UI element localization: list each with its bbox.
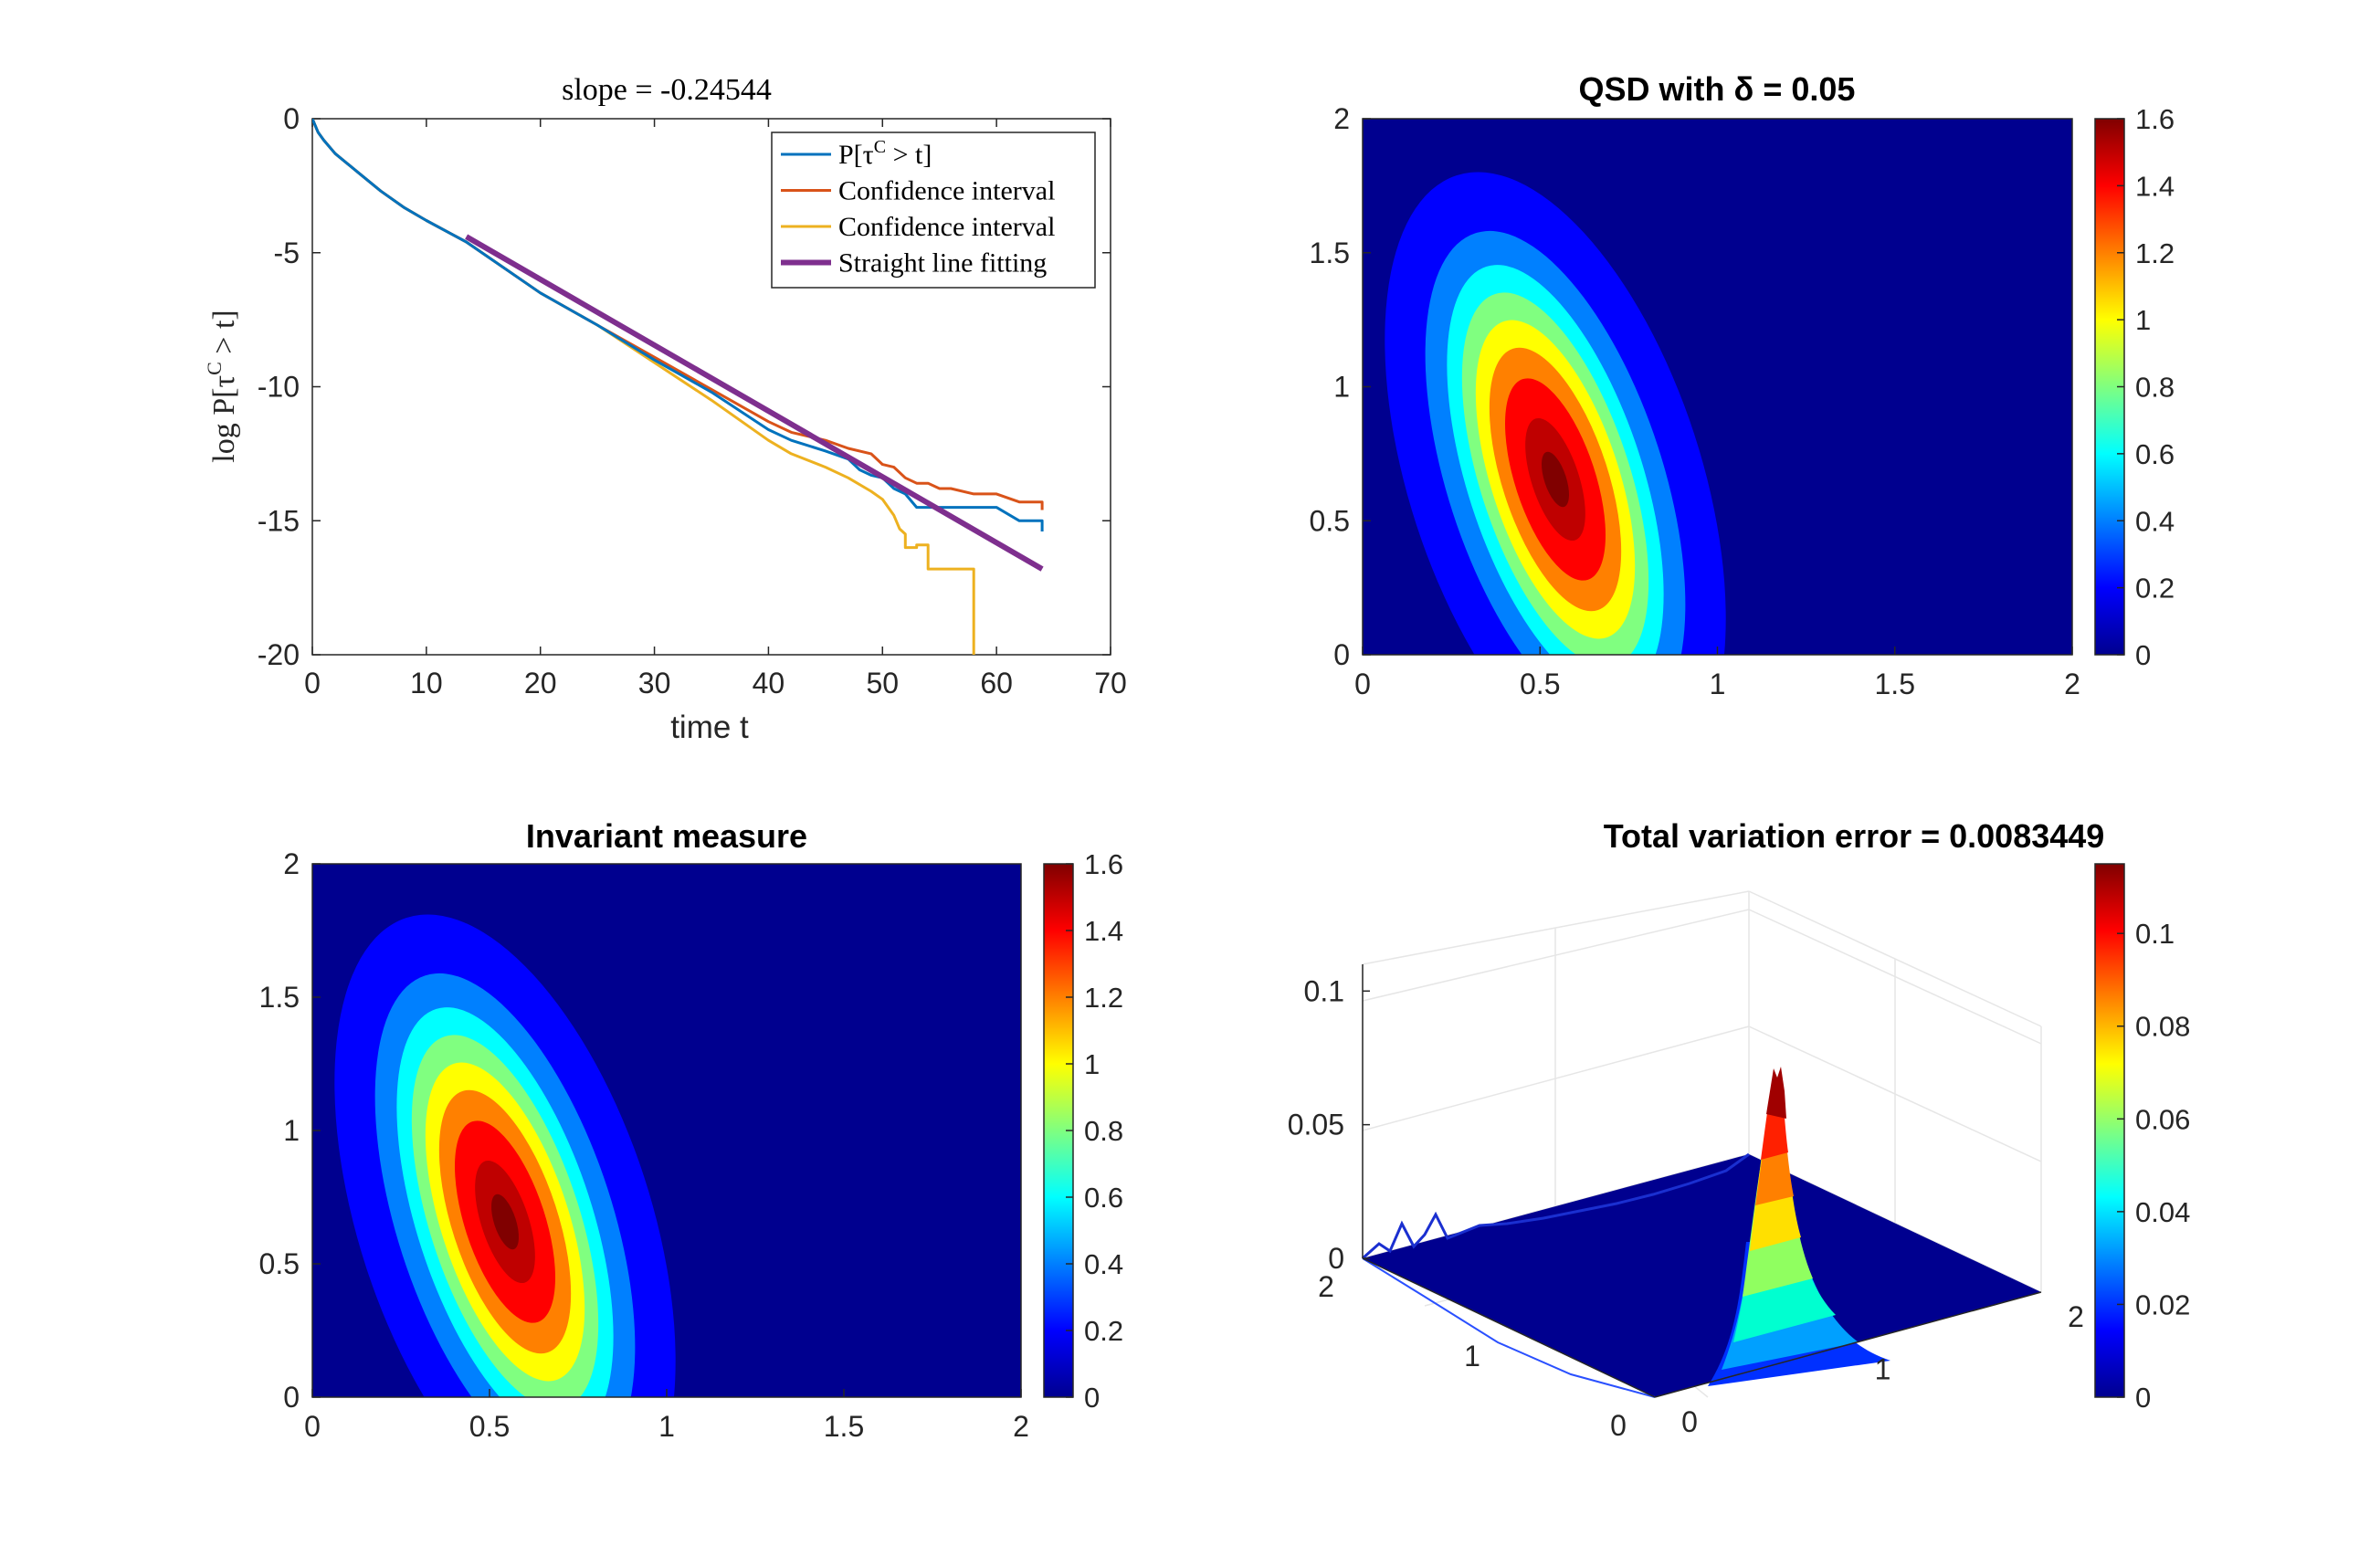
heatmap-xtick-label: 2 xyxy=(1013,1410,1029,1443)
colorbar-tick-label: 0.08 xyxy=(2135,1011,2190,1043)
colorbar-tick-label: 0.4 xyxy=(2135,505,2175,537)
tv-error-surface-panel: Total variation error = 0.0083449 xyxy=(1288,817,2191,1442)
colorbar-tick-label: 0.2 xyxy=(2135,573,2175,605)
line-xtick-label: 70 xyxy=(1094,667,1127,699)
surface-ztick-label: 0.1 xyxy=(1304,974,1344,1007)
heatmap-xtick-label: 1.5 xyxy=(1875,668,1915,700)
legend-label: P[τC > t] xyxy=(838,137,932,170)
legend-label: Straight line fitting xyxy=(838,248,1047,279)
colorbar-tick-label: 0.2 xyxy=(1084,1315,1123,1347)
invariant-colorbar: 0 0.2 0.4 0.6 0.8 1 1.2 1.4 1.6 xyxy=(1043,848,1123,1414)
surface-error-peak xyxy=(1708,1067,1890,1386)
line-ytick-label: -10 xyxy=(258,371,300,404)
qsd-density-blob xyxy=(1385,172,1726,655)
colorbar-tick-label: 0.02 xyxy=(2135,1288,2190,1320)
surface-ztick-label: 0.05 xyxy=(1288,1109,1344,1141)
series-line-1 xyxy=(312,119,1044,531)
surface-ytick-label: 1 xyxy=(1464,1340,1480,1372)
colorbar-tick-label: 1.6 xyxy=(2135,103,2175,135)
qsd-colorbar: 0 0.2 0.4 0.6 0.8 1 1.2 1.4 1.6 xyxy=(2094,103,2175,671)
colorbar-tick-label: 1 xyxy=(1084,1048,1100,1080)
heatmap-ytick-label: 2 xyxy=(1333,102,1350,135)
survival-line-chart: slope = -0.24544 0 10 20 30 40 50 60 70 0 -5 -10 -… xyxy=(203,73,1127,745)
heatmap-xtick-label: 2 xyxy=(2064,668,2080,700)
heatmap-ytick-label: 1.5 xyxy=(1310,237,1350,269)
colorbar-tick-label: 1.6 xyxy=(1084,848,1123,880)
surface-title: Total variation error = 0.0083449 xyxy=(1604,817,2105,855)
heatmap-ytick-label: 0.5 xyxy=(1310,504,1350,537)
heatmap-ytick-label: 0.5 xyxy=(259,1247,300,1280)
surface-ytick-label: 0 xyxy=(1610,1409,1627,1442)
surface-ztick-label: 0 xyxy=(1328,1242,1344,1275)
heatmap-xtick-label: 0 xyxy=(1354,668,1371,700)
surface-noise-edge xyxy=(1362,1152,1750,1260)
line-xtick-label: 30 xyxy=(638,667,671,699)
line-xtick-label: 20 xyxy=(524,667,557,699)
colorbar-tick-label: 0.04 xyxy=(2135,1196,2190,1228)
legend-label: Confidence interval xyxy=(838,176,1055,206)
surface-xtick-label: 2 xyxy=(2068,1300,2084,1333)
invariant-density-blob xyxy=(334,914,676,1397)
colorbar-tick-label: 0.8 xyxy=(2135,372,2175,404)
qsd-heatmap-panel: QSD with δ = 0.05 0 0.5 1 1.5 2 0 0.5 1 1.5 2 0 0.… xyxy=(1310,70,2175,700)
line-xtick-label: 10 xyxy=(410,667,443,699)
surface-floor xyxy=(1363,1154,2041,1397)
line-chart-title: slope = -0.24544 xyxy=(562,73,772,107)
heatmap-xtick-label: 1.5 xyxy=(824,1410,864,1443)
surface-ytick-label: 2 xyxy=(1318,1270,1334,1303)
colorbar-tick-label: 0.8 xyxy=(1084,1115,1123,1147)
line-ytick-label: -20 xyxy=(258,638,300,671)
invariant-title: Invariant measure xyxy=(526,817,807,855)
line-ytick-label: -5 xyxy=(274,237,300,269)
legend-label: Confidence interval xyxy=(838,212,1055,242)
colorbar-tick-label: 0.6 xyxy=(2135,438,2175,470)
line-ytick-label: 0 xyxy=(283,102,300,135)
heatmap-ytick-label: 2 xyxy=(283,847,300,880)
heatmap-xtick-label: 1 xyxy=(658,1410,675,1443)
line-chart-xlabel: time t xyxy=(670,710,749,745)
line-xtick-label: 40 xyxy=(753,667,785,699)
colorbar-tick-label: 0.6 xyxy=(1084,1182,1123,1214)
heatmap-ytick-label: 0 xyxy=(283,1381,300,1414)
colorbar-tick-label: 1.4 xyxy=(1084,915,1123,947)
heatmap-xtick-label: 0.5 xyxy=(469,1410,510,1443)
qsd-title: QSD with δ = 0.05 xyxy=(1579,70,1856,108)
colorbar-tick-label: 0 xyxy=(2135,639,2151,671)
heatmap-ytick-label: 0 xyxy=(1333,638,1350,671)
invariant-heatmap-panel: Invariant measure 0 0.5 1 1.5 2 0 0.5 1 1.5 2 0 0.… xyxy=(259,817,1124,1443)
colorbar-tick-label: 0 xyxy=(2135,1382,2151,1414)
line-xtick-label: 0 xyxy=(304,667,321,699)
heatmap-ytick-label: 1 xyxy=(283,1114,300,1147)
line-chart-ylabel: log P[τC > t] xyxy=(203,310,241,462)
colorbar-tick-label: 0.1 xyxy=(2135,918,2175,950)
heatmap-xtick-label: 0 xyxy=(304,1410,321,1443)
line-xtick-label: 50 xyxy=(866,667,899,699)
series-line-4 xyxy=(465,234,1044,572)
colorbar-tick-label: 1 xyxy=(2135,304,2151,336)
heatmap-xtick-label: 0.5 xyxy=(1520,668,1560,700)
line-chart-legend: P[τC > t] Confidence interval Confidence i… xyxy=(771,131,1096,289)
colorbar-tick-label: 1.2 xyxy=(2135,237,2175,269)
colorbar-tick-label: 0 xyxy=(1084,1382,1100,1414)
colorbar-tick-label: 1.2 xyxy=(1084,982,1123,1014)
surface-xtick-label: 0 xyxy=(1681,1405,1698,1438)
colorbar-tick-label: 0.4 xyxy=(1084,1248,1123,1280)
colorbar-tick-label: 0.06 xyxy=(2135,1103,2190,1135)
surface-xtick-label: 1 xyxy=(1875,1353,1891,1386)
heatmap-ytick-label: 1 xyxy=(1333,371,1350,404)
colorbar-tick-label: 1.4 xyxy=(2135,170,2175,202)
surface-colorbar: 0 0.02 0.04 0.06 0.08 0.1 xyxy=(2094,863,2190,1414)
heatmap-xtick-label: 1 xyxy=(1710,668,1726,700)
heatmap-ytick-label: 1.5 xyxy=(259,981,300,1014)
line-ytick-label: -15 xyxy=(258,504,300,537)
line-xtick-label: 60 xyxy=(980,667,1013,699)
